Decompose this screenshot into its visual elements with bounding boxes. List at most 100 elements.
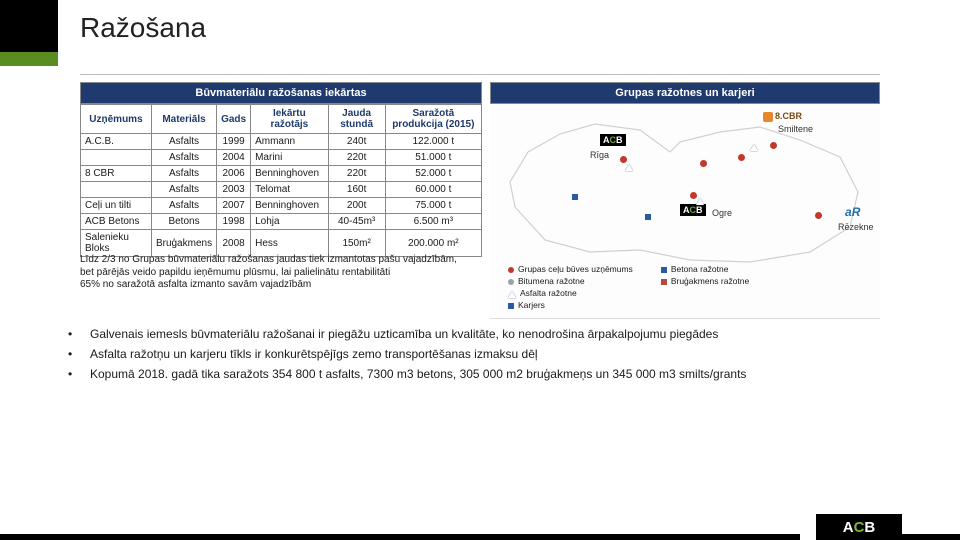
table-footnote: Līdz 2/3 no Grupas būvmateriālu ražošana…	[80, 254, 510, 292]
map-point	[620, 156, 627, 163]
note-line: bet pārējās veido papildu ieņēmumu plūsm…	[80, 267, 510, 280]
table-header: Būvmateriālu ražošanas iekārtas	[80, 82, 482, 104]
table-cell: Benninghoven	[251, 198, 329, 214]
table-cell: 150m²	[328, 230, 385, 257]
bullet-text: Asfalta ražotņu un karjeru tīkls ir konk…	[90, 346, 858, 362]
city-ogre: Ogre	[712, 208, 732, 218]
table-cell: Asfalts	[151, 150, 216, 166]
table-row: A.C.B.Asfalts1999Ammann240t122.000 t	[81, 134, 482, 150]
table-cell	[81, 150, 152, 166]
map-point	[770, 142, 777, 149]
bullet-item: •Asfalta ražotņu un karjeru tīkls ir kon…	[68, 346, 858, 362]
city-smiltene: Smiltene	[778, 124, 813, 134]
col-producer: Iekārtu ražotājs	[251, 105, 329, 134]
badge-cbr: 8.CBR	[760, 110, 805, 123]
table-cell	[81, 182, 152, 198]
table-cell: 220t	[328, 150, 385, 166]
bullet-text: Kopumā 2018. gadā tika saražots 354 800 …	[90, 366, 858, 382]
map-header: Grupas ražotnes un karjeri	[490, 82, 880, 104]
table-cell: A.C.B.	[81, 134, 152, 150]
legend-item: Asfalta ražotne	[520, 288, 577, 300]
table-cell: 160t	[328, 182, 385, 198]
table-cell: Asfalts	[151, 166, 216, 182]
corner-green-block	[0, 52, 58, 66]
footer-bar-right	[902, 534, 960, 540]
production-table: Uzņēmums Materiāls Gads Iekārtu ražotājs…	[80, 104, 482, 257]
table-cell: Asfalts	[151, 198, 216, 214]
table-row: Asfalts2004Marini220t51.000 t	[81, 150, 482, 166]
corner-black-block	[0, 0, 58, 52]
table-cell: 2003	[217, 182, 251, 198]
table-cell: 122.000 t	[385, 134, 481, 150]
col-year: Gads	[217, 105, 251, 134]
table-cell: Ceļi un tilti	[81, 198, 152, 214]
table-cell: 1999	[217, 134, 251, 150]
map-block: Grupas ražotnes un karjeri 8.CBR Smilten…	[490, 82, 880, 319]
production-table-block: Būvmateriālu ražošanas iekārtas Uzņēmums…	[80, 82, 482, 257]
map-point	[625, 164, 633, 171]
legend-item: Karjers	[518, 300, 545, 312]
badge-ar: aR	[842, 204, 863, 220]
col-output: Saražotā produkcija (2015)	[385, 105, 481, 134]
badge-acb-bottom: ACB	[680, 204, 706, 216]
note-line: Līdz 2/3 no Grupas būvmateriālu ražošana…	[80, 254, 510, 267]
map-point	[738, 154, 745, 161]
col-company: Uzņēmums	[81, 105, 152, 134]
table-row: ACB BetonsBetons1998Lohja40-45m³6.500 m³	[81, 214, 482, 230]
map-canvas: 8.CBR Smiltene ACB Rīga ACB Ogre aR Rēze…	[490, 104, 880, 319]
legend-item: Grupas ceļu būves uzņēmums	[518, 264, 633, 276]
col-material: Materiāls	[151, 105, 216, 134]
table-cell: 2007	[217, 198, 251, 214]
table-cell: 60.000 t	[385, 182, 481, 198]
table-cell: 8 CBR	[81, 166, 152, 182]
country-outline	[500, 112, 870, 272]
map-point	[700, 160, 707, 167]
page-title: Ražošana	[80, 12, 206, 44]
table-cell: Benninghoven	[251, 166, 329, 182]
table-cell: 51.000 t	[385, 150, 481, 166]
bullet-item: •Galvenais iemesls būvmateriālu ražošana…	[68, 326, 858, 342]
badge-acb-top: ACB	[600, 134, 626, 146]
table-cell: 240t	[328, 134, 385, 150]
table-row: Ceļi un tiltiAsfalts2007Benninghoven200t…	[81, 198, 482, 214]
badge-cbr-text: 8.CBR	[775, 111, 802, 121]
table-cell: 2006	[217, 166, 251, 182]
table-cell: Asfalts	[151, 182, 216, 198]
map-point	[696, 198, 704, 205]
table-cell: Lohja	[251, 214, 329, 230]
legend-item: Betona ražotne	[671, 264, 729, 276]
table-cell: 75.000 t	[385, 198, 481, 214]
table-cell: 2008	[217, 230, 251, 257]
table-cell: Hess	[251, 230, 329, 257]
footer-bar-left	[0, 534, 800, 540]
table-cell: 1998	[217, 214, 251, 230]
table-cell: Marini	[251, 150, 329, 166]
table-cell: 200.000 m²	[385, 230, 481, 257]
map-legend: Grupas ceļu būves uzņēmums Bitumena ražo…	[508, 264, 749, 312]
city-rezekne: Rēzekne	[838, 222, 874, 232]
map-point	[815, 212, 822, 219]
table-cell: Ammann	[251, 134, 329, 150]
table-cell: 6.500 m³	[385, 214, 481, 230]
legend-item: Bitumena ražotne	[518, 276, 585, 288]
map-point	[645, 214, 651, 220]
col-capacity: Jauda stundā	[328, 105, 385, 134]
bullet-item: •Kopumā 2018. gadā tika saražots 354 800…	[68, 366, 858, 382]
bullet-list: •Galvenais iemesls būvmateriālu ražošana…	[68, 326, 858, 387]
table-cell: 52.000 t	[385, 166, 481, 182]
city-riga: Rīga	[590, 150, 609, 160]
map-point	[572, 194, 578, 200]
legend-item: Bruģakmens ražotne	[671, 276, 749, 288]
table-row: 8 CBRAsfalts2006Benninghoven220t52.000 t	[81, 166, 482, 182]
footer-logo: ACB	[816, 514, 902, 540]
table-cell: 200t	[328, 198, 385, 214]
table-cell: Salenieku Bloks	[81, 230, 152, 257]
note-line: 65% no saražotā asfalta izmanto savām va…	[80, 279, 510, 292]
bullet-text: Galvenais iemesls būvmateriālu ražošanai…	[90, 326, 858, 342]
table-row: Salenieku BloksBruģakmens2008Hess150m²20…	[81, 230, 482, 257]
table-row: Asfalts2003Telomat160t60.000 t	[81, 182, 482, 198]
table-cell: Bruģakmens	[151, 230, 216, 257]
table-cell: Asfalts	[151, 134, 216, 150]
table-cell: ACB Betons	[81, 214, 152, 230]
map-point	[750, 144, 758, 151]
